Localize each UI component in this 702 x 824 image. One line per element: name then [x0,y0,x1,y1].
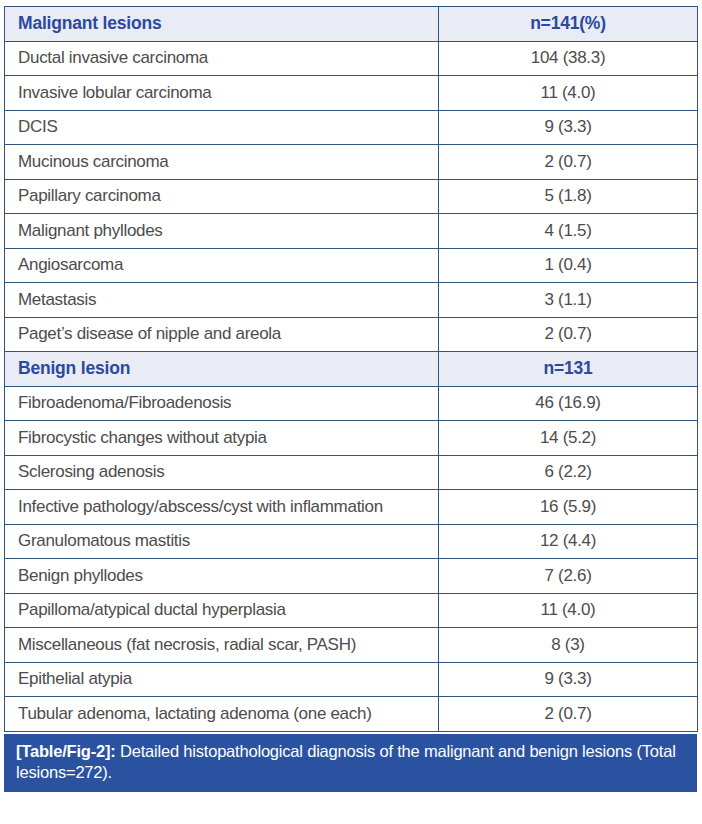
table-row: Mucinous carcinoma 2 (0.7) [5,145,698,180]
diagnosis-count: 104 (38.3) [439,41,698,76]
table-row: Epithelial atypia 9 (3.3) [5,662,698,697]
diagnosis-count: 3 (1.1) [439,283,698,318]
table-row: Malignant phyllodes 4 (1.5) [5,214,698,249]
diagnosis-label: Fibrocystic changes without atypia [5,421,439,456]
diagnosis-count: 1 (0.4) [439,248,698,283]
diagnosis-count: 2 (0.7) [439,317,698,352]
caption-tag: [Table/Fig-2]: [16,742,116,760]
diagnosis-count: 5 (1.8) [439,179,698,214]
diagnosis-count: 2 (0.7) [439,697,698,732]
section-header-row: Benign lesion n=131 [5,352,698,387]
section-header-label: Benign lesion [5,352,439,387]
diagnosis-label: Papillary carcinoma [5,179,439,214]
diagnosis-label: Sclerosing adenosis [5,455,439,490]
table-row: Metastasis 3 (1.1) [5,283,698,318]
diagnosis-count: 9 (3.3) [439,110,698,145]
table-row: Paget’s disease of nipple and areola 2 (… [5,317,698,352]
table-row: Angiosarcoma 1 (0.4) [5,248,698,283]
diagnosis-label: Infective pathology/abscess/cyst with in… [5,490,439,525]
diagnosis-count: 2 (0.7) [439,145,698,180]
diagnosis-label: Paget’s disease of nipple and areola [5,317,439,352]
diagnosis-label: Granulomatous mastitis [5,524,439,559]
table-row: Papillary carcinoma 5 (1.8) [5,179,698,214]
section-header-row: Malignant lesions n=141(%) [5,7,698,42]
diagnosis-label: Ductal invasive carcinoma [5,41,439,76]
diagnosis-count: 11 (4.0) [439,76,698,111]
figure-caption: [Table/Fig-2]: Detailed histopathologica… [4,734,697,792]
histopathology-table: Malignant lesions n=141(%) Ductal invasi… [4,6,698,732]
table-row: Ductal invasive carcinoma 104 (38.3) [5,41,698,76]
table-body: Malignant lesions n=141(%) Ductal invasi… [5,7,698,732]
diagnosis-label: Malignant phyllodes [5,214,439,249]
diagnosis-label: DCIS [5,110,439,145]
diagnosis-count: 11 (4.0) [439,593,698,628]
diagnosis-label: Invasive lobular carcinoma [5,76,439,111]
diagnosis-label: Papilloma/atypical ductal hyperplasia [5,593,439,628]
section-header-count: n=131 [439,352,698,387]
table-figure: Malignant lesions n=141(%) Ductal invasi… [0,0,702,792]
diagnosis-count: 4 (1.5) [439,214,698,249]
diagnosis-label: Mucinous carcinoma [5,145,439,180]
diagnosis-label: Epithelial atypia [5,662,439,697]
diagnosis-label: Miscellaneous (fat necrosis, radial scar… [5,628,439,663]
section-header-count: n=141(%) [439,7,698,42]
table-row: Papilloma/atypical ductal hyperplasia 11… [5,593,698,628]
table-row: DCIS 9 (3.3) [5,110,698,145]
diagnosis-count: 6 (2.2) [439,455,698,490]
diagnosis-label: Tubular adenoma, lactating adenoma (one … [5,697,439,732]
table-row: Fibroadenoma/Fibroadenosis 46 (16.9) [5,386,698,421]
diagnosis-count: 46 (16.9) [439,386,698,421]
table-row: Invasive lobular carcinoma 11 (4.0) [5,76,698,111]
table-row: Tubular adenoma, lactating adenoma (one … [5,697,698,732]
diagnosis-label: Benign phyllodes [5,559,439,594]
diagnosis-label: Fibroadenoma/Fibroadenosis [5,386,439,421]
table-row: Fibrocystic changes without atypia 14 (5… [5,421,698,456]
table-row: Sclerosing adenosis 6 (2.2) [5,455,698,490]
diagnosis-count: 16 (5.9) [439,490,698,525]
diagnosis-count: 14 (5.2) [439,421,698,456]
diagnosis-count: 12 (4.4) [439,524,698,559]
table-row: Benign phyllodes 7 (2.6) [5,559,698,594]
diagnosis-label: Metastasis [5,283,439,318]
diagnosis-count: 8 (3) [439,628,698,663]
table-row: Infective pathology/abscess/cyst with in… [5,490,698,525]
diagnosis-label: Angiosarcoma [5,248,439,283]
table-row: Miscellaneous (fat necrosis, radial scar… [5,628,698,663]
diagnosis-count: 9 (3.3) [439,662,698,697]
diagnosis-count: 7 (2.6) [439,559,698,594]
table-row: Granulomatous mastitis 12 (4.4) [5,524,698,559]
section-header-label: Malignant lesions [5,7,439,42]
